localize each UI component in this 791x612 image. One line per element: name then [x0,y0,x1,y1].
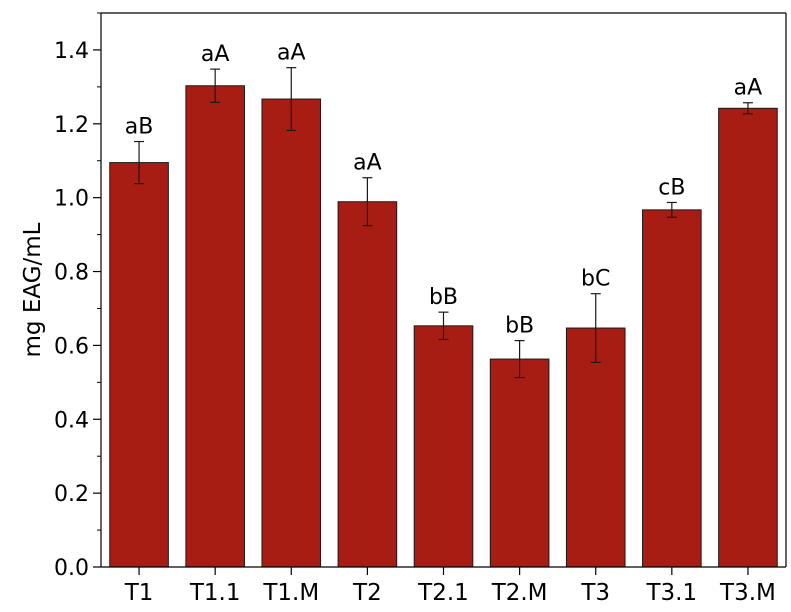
significance-label: aA [734,76,763,101]
y-tick-label: 0.0 [54,556,89,581]
significance-label: aB [125,115,154,140]
axes-layer [93,12,787,575]
x-tick-label: T1.1 [189,580,241,606]
significance-label: bB [429,285,458,310]
x-tick-label: T1.M [262,580,319,606]
bar-t3-m [718,107,778,568]
x-tick-label: T2 [352,580,382,606]
significance-label: aA [201,42,230,67]
y-tick-label: 0.4 [54,408,89,433]
bar-t1-m [261,98,322,568]
labels-layer: aB T1 aA T1.1 aA T1.M aA T2 bB T2.1 bB T2.M bC T3 cB T3… [54,39,776,606]
bar-t1-1 [185,85,245,568]
x-tick-label: T2.1 [417,580,469,606]
bars-layer [109,67,778,568]
x-tick-label: T1 [124,580,154,606]
bar-t2-m [489,358,550,568]
significance-label: bB [505,314,534,339]
x-tick-label: T2.M [491,580,548,606]
y-tick-label: 0.8 [54,261,89,286]
y-tick-label: 1.2 [54,113,89,138]
significance-label: aA [277,41,306,66]
y-tick-label: 1.4 [54,39,89,64]
y-axis-title: mg EAG/mL [20,222,46,357]
y-tick-label: 1.0 [54,187,89,212]
bar-t2 [337,201,398,568]
bar-t1 [109,162,169,568]
significance-label: bC [581,267,610,292]
x-tick-label: T3.1 [646,580,698,606]
bar-t3 [565,327,626,568]
y-tick-label: 0.2 [54,482,89,507]
significance-label: cB [658,175,685,200]
bar-t3-1 [642,209,702,568]
x-tick-label: T3 [580,580,610,606]
significance-label: aA [353,151,382,176]
bar-t2-1 [413,325,474,568]
x-tick-label: T3.M [719,580,776,606]
y-tick-label: 0.6 [54,334,89,359]
